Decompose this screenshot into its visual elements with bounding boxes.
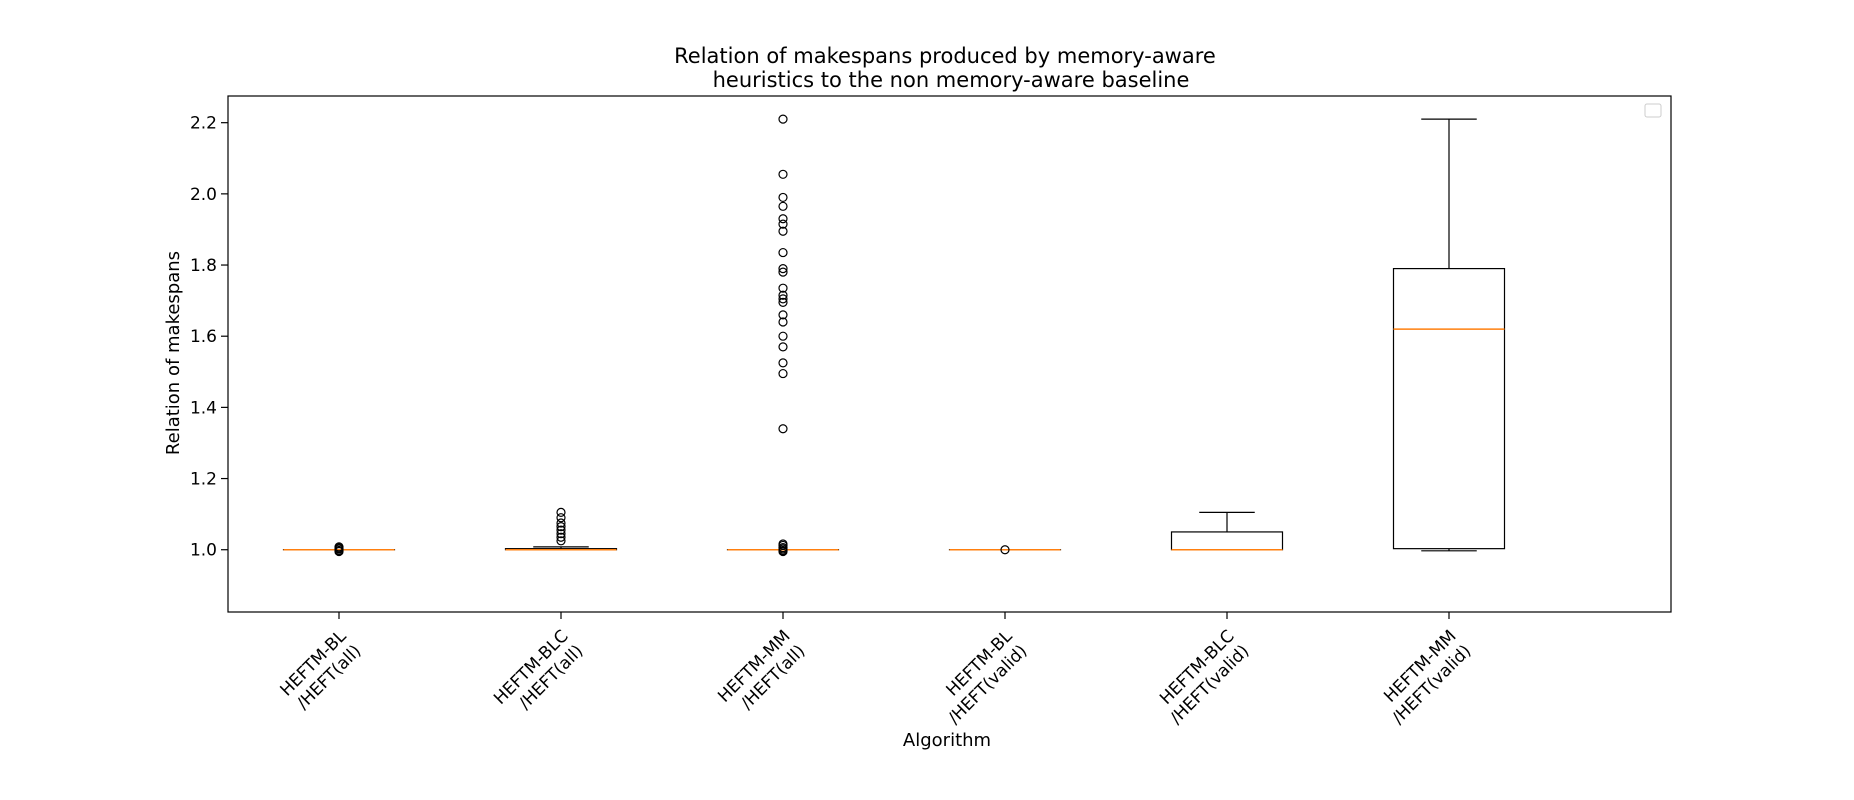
legend-box [1644,103,1662,118]
outlier-point [556,529,566,539]
x-tick-label: HEFTM-MM/HEFT(valid) [1373,626,1475,728]
outlier-point [778,358,788,368]
outlier-point [556,518,566,528]
outlier-point [334,542,344,552]
outlier-point [778,342,788,352]
outlier-point [778,226,788,236]
outlier-point [556,532,566,542]
outlier-point [778,114,788,124]
outlier-point [778,297,788,307]
outlier-point [778,267,788,277]
x-tick-label: HEFTM-BLC/HEFT(all) [490,626,587,723]
y-tick-label: 2.0 [190,185,217,205]
y-tick-label: 1.8 [190,256,217,276]
outlier-point [556,521,566,532]
outlier-point [778,368,788,379]
iqr-box [1170,531,1284,551]
outlier-point [556,525,566,535]
outlier-point [778,310,788,320]
y-tick-label: 1.6 [190,327,217,347]
box-1 [282,542,396,557]
outlier-point [778,331,788,341]
outlier-point [778,201,788,211]
y-axis: 1.0 1.2 1.4 1.6 1.8 2.0 2.2 [190,114,228,561]
x-tick-label: HEFTM-BL/HEFT(all) [276,626,365,715]
box-5 [1170,511,1284,551]
plot-area-frame [227,95,1672,613]
y-axis-label: Relation of makespans [163,251,184,455]
outlier-point [1000,545,1010,555]
chart-title-line-1: Relation of makespans produced by memory… [674,44,1216,68]
x-tick-label: HEFTM-BLC/HEFT(valid) [1151,626,1253,728]
x-axis-label: Algorithm [903,730,991,751]
y-tick-label: 1.2 [190,470,217,490]
outlier-point [778,247,788,258]
y-tick-label: 1.0 [190,541,217,561]
box-2 [504,507,618,551]
outlier-point [778,283,788,293]
outlier-point [778,219,788,229]
outlier-point [556,513,566,523]
boxes-layer [282,114,1506,557]
chart-title-line-2: heuristics to the non memory-aware basel… [713,68,1190,92]
y-tick-label: 1.4 [190,398,217,418]
box-3 [726,114,840,557]
iqr-box [1392,267,1506,550]
outlier-point [778,290,788,300]
outlier-point [778,317,788,327]
outlier-point [556,536,566,546]
x-tick-label: HEFTM-MM/HEFT(all) [714,626,809,721]
outlier-point [778,294,788,304]
box-6 [1392,118,1506,552]
outlier-point [778,192,788,203]
outlier-point [778,169,788,179]
outlier-point [778,539,788,549]
box-4 [948,545,1062,555]
x-axis: HEFTM-BL/HEFT(all) HEFTM-BLC/HEFT(all) HEF… [276,612,1475,728]
outlier-point [556,507,566,517]
y-tick-label: 2.2 [190,114,217,134]
outlier-point [778,263,788,274]
x-tick-label: HEFTM-BL/HEFT(valid) [929,626,1031,728]
outlier-point [778,214,788,224]
outlier-point [778,424,788,434]
